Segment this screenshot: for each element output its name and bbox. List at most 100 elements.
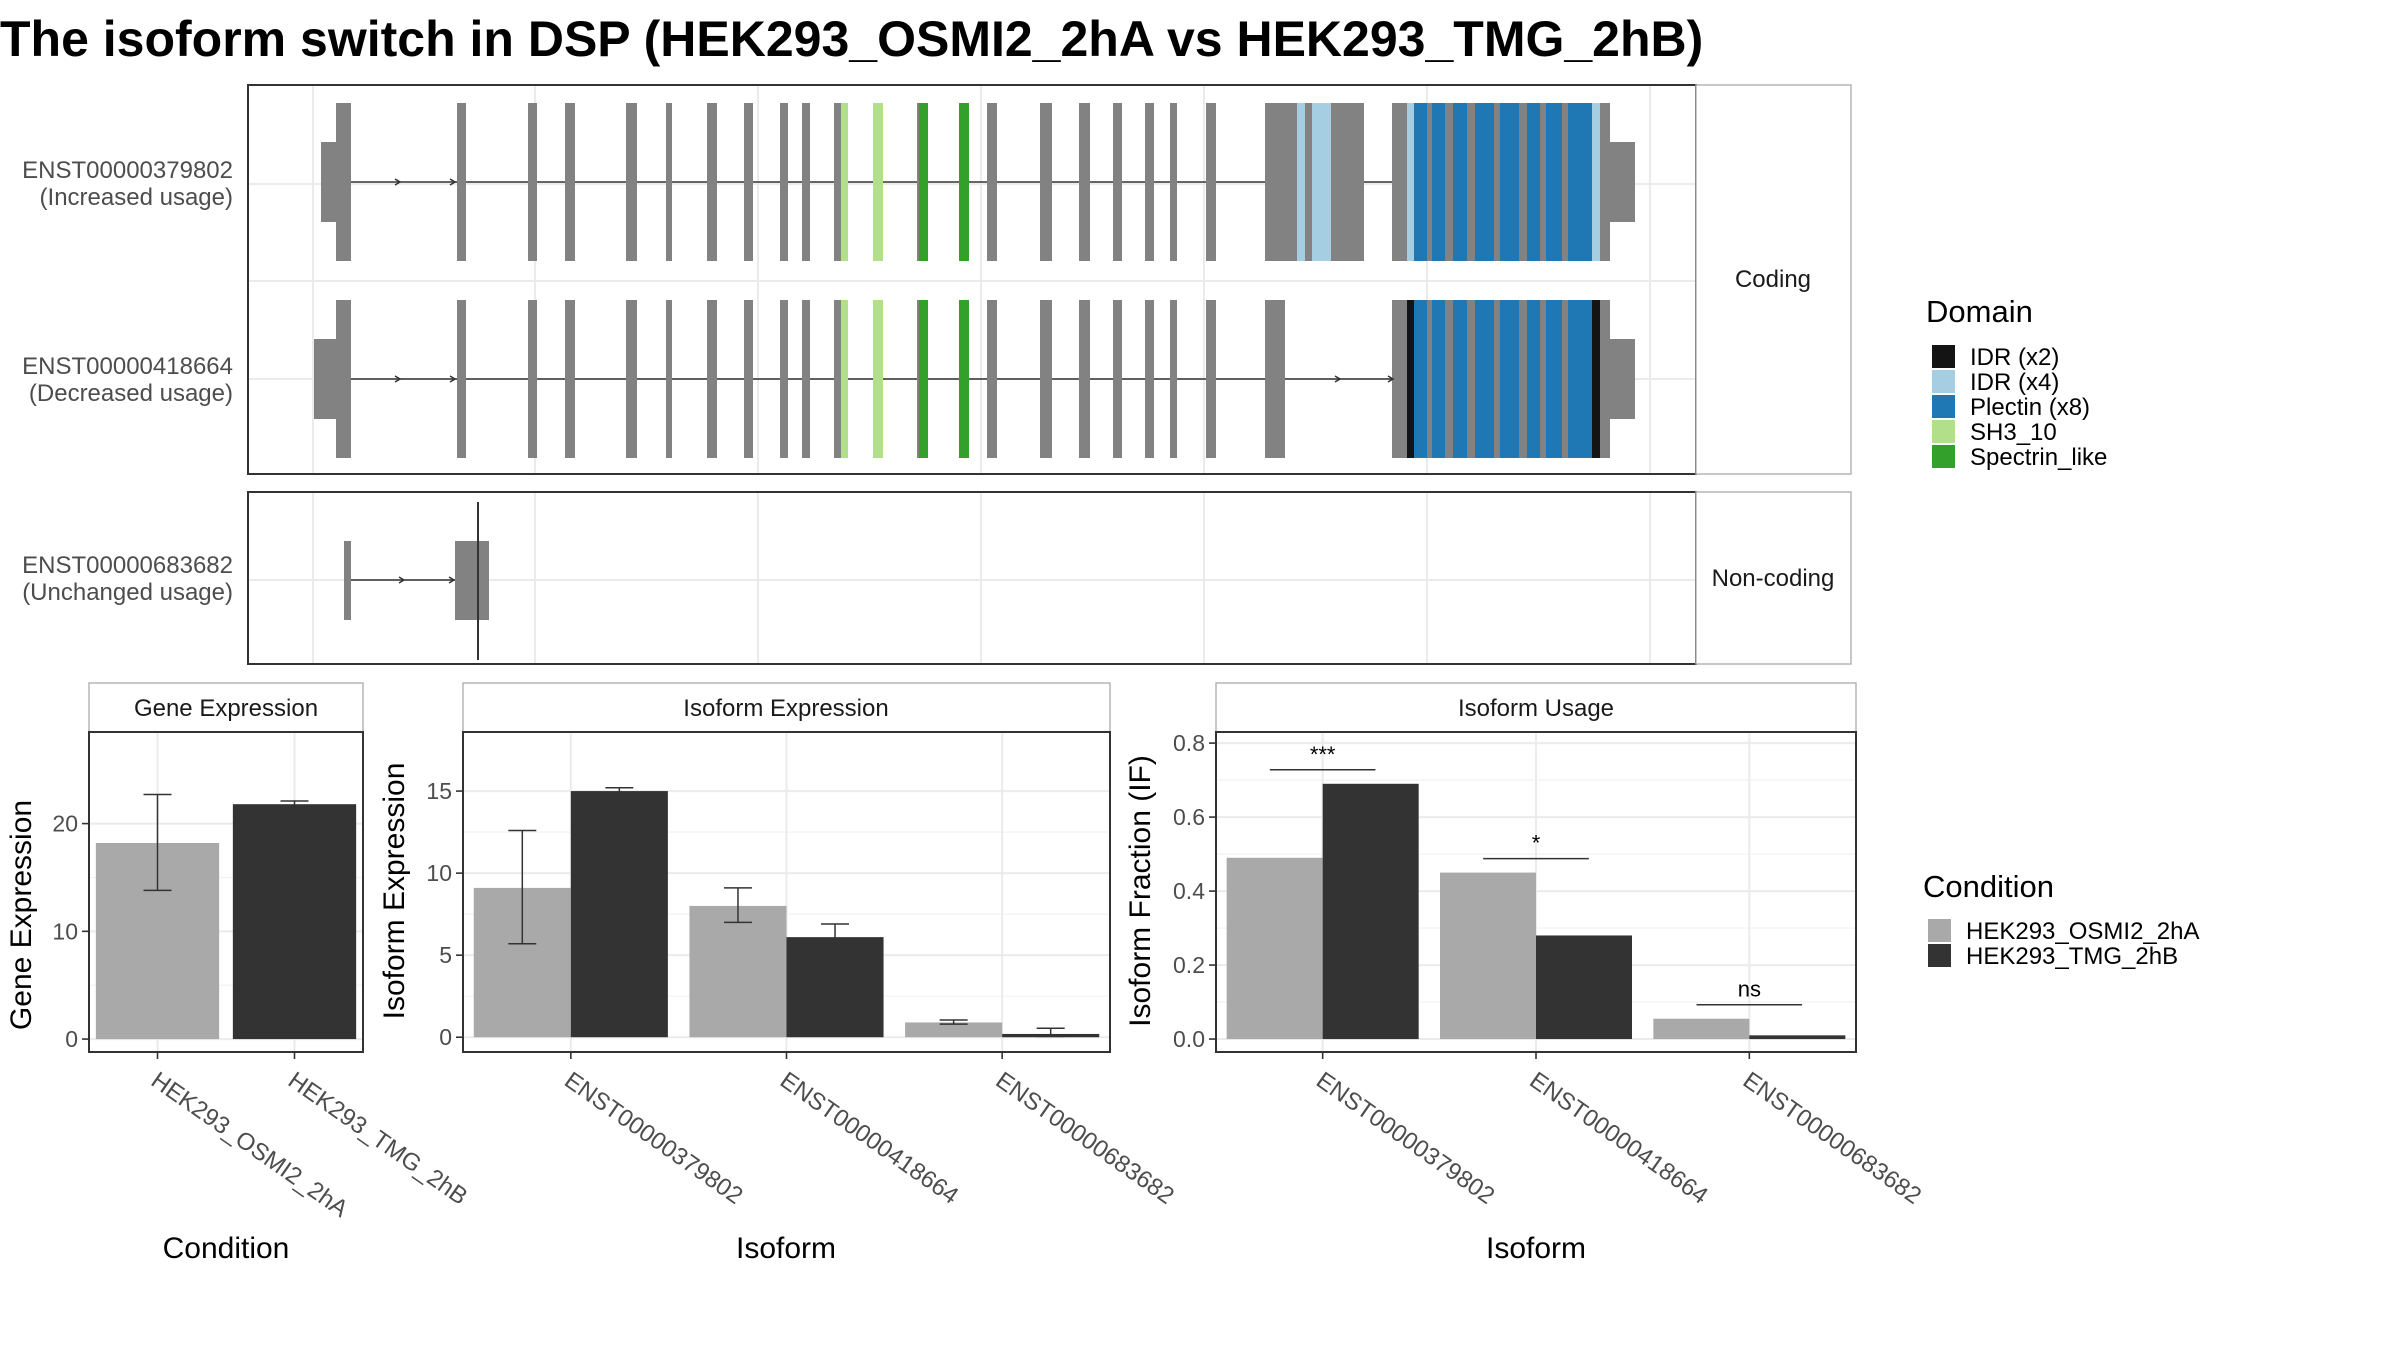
isoform-expression-plot: 0 5 10 15 ENST00000379802 ENST00000418664 ENST… <box>426 731 1179 1210</box>
exon <box>1079 103 1090 261</box>
domain-idr <box>1297 103 1305 261</box>
domain-spectrin <box>959 300 969 458</box>
x-tick-label: ENST00000418664 <box>1525 1067 1713 1210</box>
exon <box>336 300 351 458</box>
exon <box>457 300 466 458</box>
domain-plectin <box>1475 300 1494 458</box>
domain-plectin <box>1500 103 1519 261</box>
legend-swatch <box>1932 345 1955 368</box>
isoform-label-id: ENST00000379802 <box>22 157 233 184</box>
significance-label: ns <box>1738 977 1761 1002</box>
noncoding-panel-background <box>248 492 1696 664</box>
domain-plectin <box>1527 300 1540 458</box>
bar <box>1653 1018 1750 1040</box>
x-tick-label: ENST00000418664 <box>775 1067 963 1210</box>
isoform-labels: ENST00000379802 (Increased usage) ENST00… <box>22 157 233 606</box>
exon <box>834 300 842 458</box>
isoform-label-id: ENST00000683682 <box>22 552 233 579</box>
noncoding-strip-label: Non-coding <box>1712 565 1835 592</box>
domain-plectin <box>1546 103 1562 261</box>
y-axis-label: Isoform Expression <box>378 763 411 1020</box>
x-tick-label: ENST00000379802 <box>559 1067 747 1210</box>
isoform-usage-chart: Isoform Usage ****ns0.00.20.40.60.8ENST0… <box>1124 682 1926 1265</box>
noncoding-isoforms <box>344 502 489 660</box>
strand-arrow-icon <box>449 178 457 186</box>
exon <box>455 541 489 620</box>
bar <box>1322 783 1419 1040</box>
significance-label: * <box>1532 831 1541 856</box>
bar <box>1536 935 1632 1040</box>
exon <box>666 103 672 261</box>
domain-sh3 <box>841 103 848 261</box>
exon <box>744 300 753 458</box>
legend-label: SH3_10 <box>1970 419 2057 446</box>
utr-block <box>1608 142 1635 222</box>
y-tick-label: 20 <box>52 811 78 837</box>
transcript-panel: Coding Non-coding ENST00000379802 (Incre… <box>22 84 1852 665</box>
exon <box>344 541 351 620</box>
legend-label: Spectrin_like <box>1970 444 2107 471</box>
exon <box>780 103 788 261</box>
isoform-label-id: ENST00000418664 <box>22 353 233 380</box>
bar <box>1226 857 1323 1040</box>
domain-plectin <box>1475 103 1494 261</box>
strand-arrow-icon <box>394 375 402 383</box>
isoform-label-usage: (Decreased usage) <box>29 380 233 407</box>
domain-plectin <box>1432 103 1445 261</box>
bar <box>232 804 357 1040</box>
exon <box>1040 300 1052 458</box>
exon <box>987 300 997 458</box>
bar <box>786 937 884 1038</box>
legend-swatch <box>1932 445 1955 468</box>
utr-block <box>321 142 337 222</box>
exon <box>1145 103 1154 261</box>
gene-expression-chart: Gene Expression 01020HEK293_OSMI2_2hAHEK… <box>5 682 472 1265</box>
strand-arrow-icon <box>1334 375 1342 383</box>
domain-plectin <box>1414 103 1427 261</box>
strand-arrow-icon <box>1387 375 1395 383</box>
utr-block <box>1608 339 1635 419</box>
legend-label: IDR (x4) <box>1970 369 2059 396</box>
y-tick-label: 10 <box>426 860 452 886</box>
domain-plectin <box>1568 103 1592 261</box>
bar <box>1749 1035 1846 1040</box>
domain-sh3 <box>873 103 883 261</box>
strand-arrow-icon <box>398 576 406 584</box>
domain-plectin <box>1453 103 1467 261</box>
y-tick-label: 0 <box>439 1024 452 1050</box>
strand-arrow-icon <box>448 576 456 584</box>
exon <box>780 300 788 458</box>
y-axis-label: Isoform Fraction (IF) <box>1124 755 1157 1027</box>
y-tick-label: 0 <box>65 1026 78 1052</box>
x-axis-label: Condition <box>163 1232 290 1265</box>
y-tick-label: 10 <box>52 918 78 944</box>
significance-label: *** <box>1310 742 1336 767</box>
x-tick-label: ENST00000379802 <box>1311 1067 1499 1210</box>
domain-spectrin <box>919 103 928 261</box>
domain-plectin <box>1546 300 1562 458</box>
legend-label: HEK293_TMG_2hB <box>1966 943 2178 970</box>
domain-idr <box>1407 300 1414 458</box>
exon <box>565 103 575 261</box>
y-tick-label: 0.2 <box>1173 952 1205 978</box>
exon <box>336 103 351 261</box>
domain-plectin <box>1414 300 1427 458</box>
domain-plectin <box>1527 103 1540 261</box>
exon <box>1265 300 1285 458</box>
x-tick-label: ENST00000683682 <box>991 1067 1179 1210</box>
figure-title: The isoform switch in DSP (HEK293_OSMI2_… <box>0 11 1703 67</box>
chart-title: Gene Expression <box>134 695 318 722</box>
domain-spectrin <box>919 300 928 458</box>
exon <box>528 300 537 458</box>
exon <box>707 103 717 261</box>
exon <box>565 300 575 458</box>
domain-legend-title: Domain <box>1926 294 2033 329</box>
y-tick-label: 0.0 <box>1173 1026 1205 1052</box>
strand-arrow-icon <box>394 178 402 186</box>
isoform-expression-chart: Isoform Expression 0 5 10 15 ENST00000379802… <box>378 682 1179 1265</box>
exon <box>626 103 637 261</box>
noncoding-grid <box>249 493 1695 663</box>
plot-border <box>88 731 364 1053</box>
domain-plectin <box>1432 300 1445 458</box>
